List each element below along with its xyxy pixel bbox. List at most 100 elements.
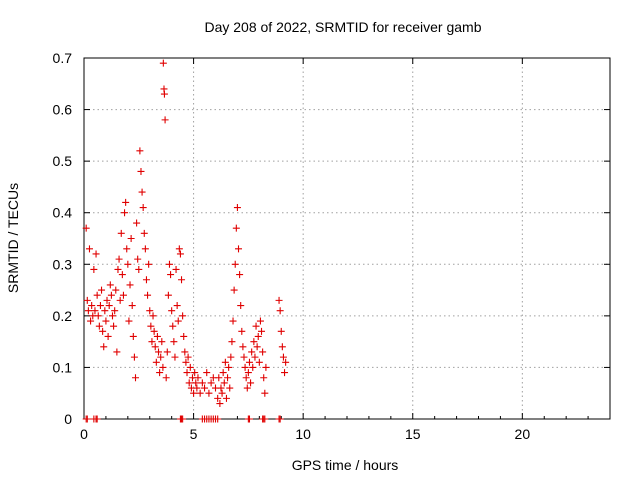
data-point xyxy=(276,415,284,423)
data-point xyxy=(107,291,115,299)
data-point xyxy=(96,302,104,310)
data-point xyxy=(125,317,133,325)
data-point xyxy=(262,363,270,371)
data-point xyxy=(141,245,149,253)
data-point xyxy=(163,348,171,356)
data-point xyxy=(179,312,187,320)
y-axis-label: SRMTID / TECUs xyxy=(5,183,21,293)
data-point xyxy=(180,332,188,340)
data-point xyxy=(214,415,222,423)
data-point xyxy=(94,312,102,320)
data-point xyxy=(182,358,190,366)
data-point xyxy=(185,379,193,387)
data-point xyxy=(249,363,257,371)
data-point xyxy=(113,348,121,356)
data-point xyxy=(217,384,225,392)
data-point xyxy=(126,281,134,289)
x-axis: 0 5 10 15 20 xyxy=(80,58,589,442)
data-point xyxy=(119,291,127,299)
data-point xyxy=(111,307,119,315)
data-point xyxy=(183,369,191,377)
data-point xyxy=(255,358,263,366)
data-point xyxy=(155,348,163,356)
data-point xyxy=(147,322,155,330)
data-point xyxy=(100,343,108,351)
data-point xyxy=(233,204,241,212)
data-point xyxy=(102,317,110,325)
y-tick-label: 0.1 xyxy=(53,359,73,375)
y-tick-label: 0.7 xyxy=(53,50,73,66)
data-point xyxy=(142,276,150,284)
chart-title: Day 208 of 2022, SRMTID for receiver gam… xyxy=(204,19,481,35)
data-point xyxy=(176,250,184,258)
data-point xyxy=(92,250,100,258)
data-point xyxy=(222,394,230,402)
data-point xyxy=(101,307,109,315)
y-tick-label: 0.4 xyxy=(53,205,73,221)
x-axis-label: GPS time / hours xyxy=(292,457,399,473)
data-point xyxy=(241,363,249,371)
data-point xyxy=(203,369,211,377)
data-point xyxy=(98,286,106,294)
data-point xyxy=(278,343,286,351)
data-point xyxy=(132,374,140,382)
data-point xyxy=(88,302,96,310)
y-tick-label: 0.3 xyxy=(53,256,73,272)
x-tick-label: 20 xyxy=(515,426,531,442)
x-tick-label: 15 xyxy=(405,426,421,442)
data-point xyxy=(151,343,159,351)
x-tick-label: 0 xyxy=(80,426,88,442)
data-point xyxy=(258,327,266,335)
data-point xyxy=(174,317,182,325)
data-point xyxy=(121,209,129,217)
data-point xyxy=(178,276,186,284)
data-point xyxy=(282,358,290,366)
data-point xyxy=(84,307,92,315)
data-point xyxy=(165,260,173,268)
data-point xyxy=(192,379,200,387)
data-point xyxy=(112,286,120,294)
data-point xyxy=(172,265,180,273)
data-point xyxy=(261,389,269,397)
data-point xyxy=(153,332,161,340)
data-point xyxy=(256,317,264,325)
data-point xyxy=(145,260,153,268)
data-point xyxy=(106,281,114,289)
data-point xyxy=(159,59,167,67)
data-point xyxy=(245,358,253,366)
data-series-srmtid xyxy=(82,59,290,423)
data-point xyxy=(275,296,283,304)
data-point xyxy=(226,384,234,392)
data-point xyxy=(123,245,131,253)
data-point xyxy=(82,224,90,232)
data-point xyxy=(281,369,289,377)
data-point xyxy=(129,332,137,340)
data-point xyxy=(150,327,158,335)
data-point xyxy=(236,271,244,279)
y-tick-label: 0 xyxy=(64,411,72,427)
data-point xyxy=(237,302,245,310)
data-point xyxy=(261,415,269,423)
data-point xyxy=(225,363,233,371)
data-point xyxy=(186,363,194,371)
data-point xyxy=(242,374,250,382)
y-tick-label: 0.5 xyxy=(53,153,73,169)
data-point xyxy=(279,353,287,361)
data-point xyxy=(161,116,169,124)
data-point xyxy=(243,384,251,392)
data-point xyxy=(245,415,253,423)
data-point xyxy=(158,338,166,346)
data-point xyxy=(173,302,181,310)
data-point xyxy=(139,204,147,212)
data-point xyxy=(227,353,235,361)
data-point xyxy=(181,348,189,356)
data-point xyxy=(167,271,175,279)
grid xyxy=(84,58,610,419)
data-point xyxy=(136,147,144,155)
data-point xyxy=(193,384,201,392)
data-point xyxy=(196,389,204,397)
data-point xyxy=(168,307,176,315)
data-point xyxy=(99,327,107,335)
y-tick-label: 0.6 xyxy=(53,102,73,118)
